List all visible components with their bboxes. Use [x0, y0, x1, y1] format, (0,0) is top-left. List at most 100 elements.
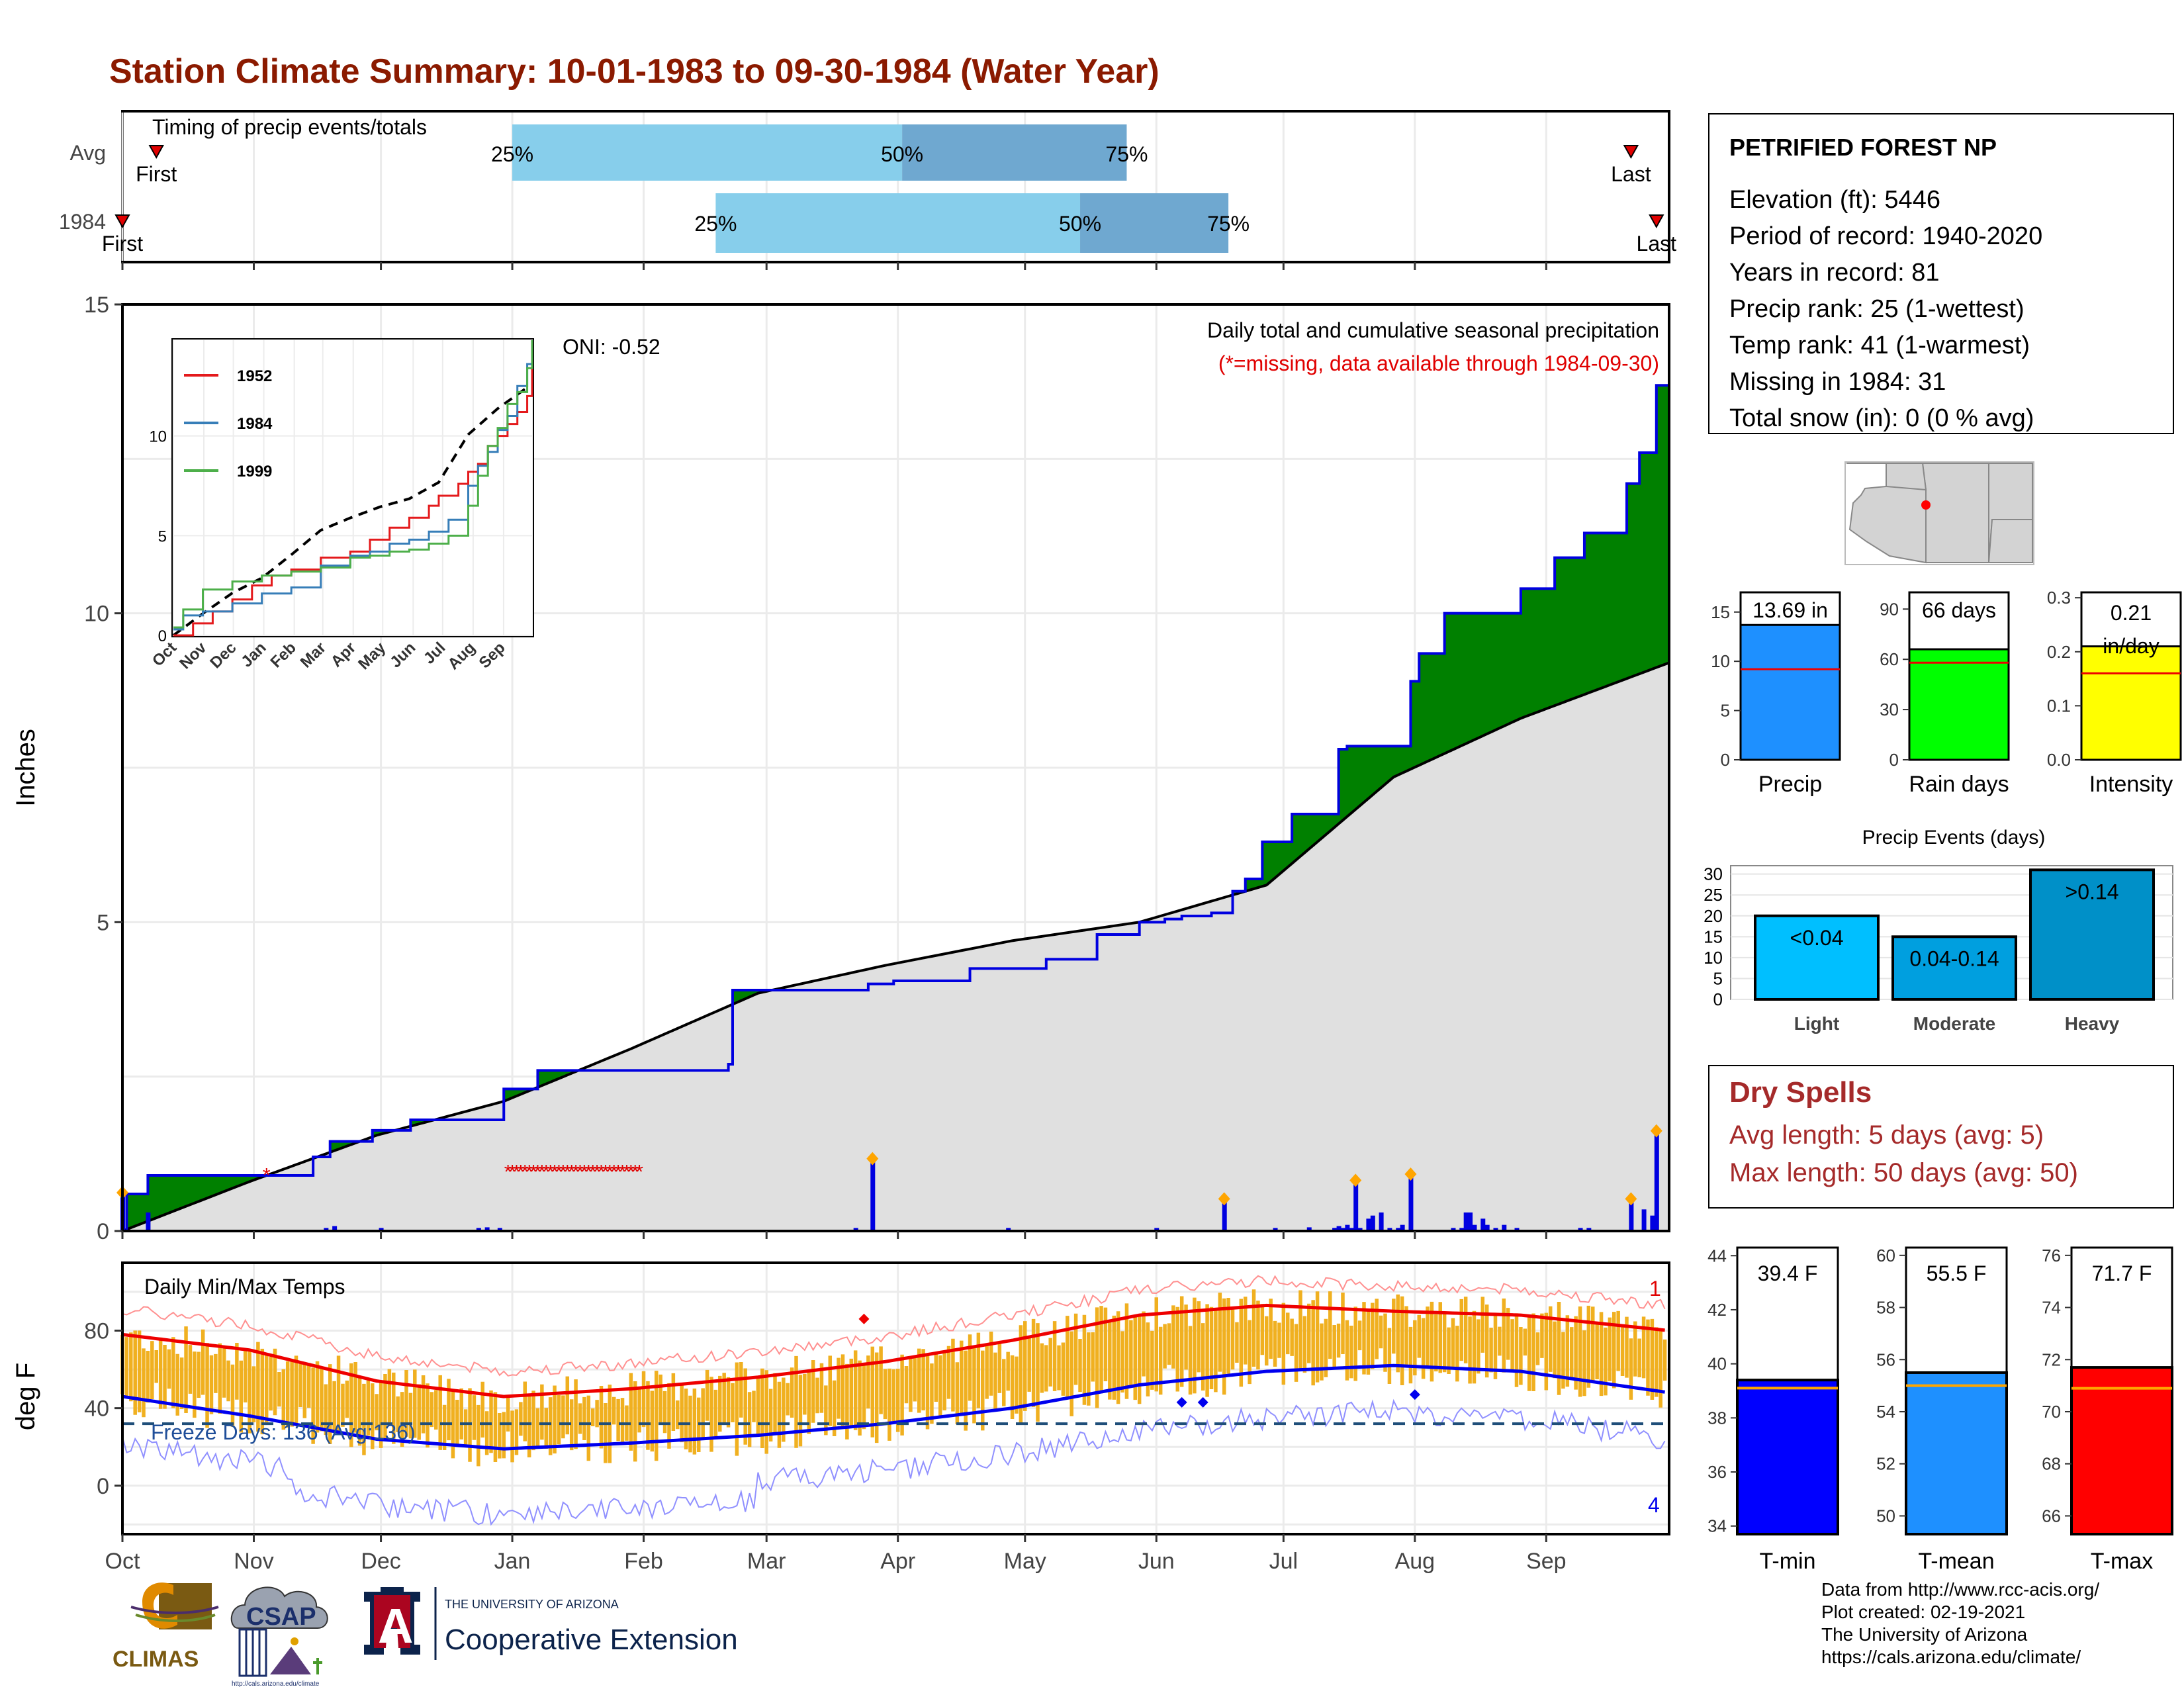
month-label: Aug — [1395, 1549, 1435, 1574]
precip-title: Daily total and cumulative seasonal prec… — [1207, 318, 1659, 342]
inset-year-line — [173, 340, 533, 629]
daily-precip-bar — [1502, 1224, 1507, 1231]
daily-precip-bar — [1396, 1228, 1401, 1231]
temp-bar-ytick-label: 74 — [2042, 1298, 2061, 1318]
missing-day-marker: * — [627, 1162, 635, 1183]
mini-bar-name: Intensity — [2089, 772, 2173, 797]
daily-precip-bar — [1629, 1200, 1634, 1231]
daily-precip-bar — [1349, 1228, 1354, 1231]
missing-day-marker: * — [602, 1162, 610, 1183]
temp-bar-value — [2070, 1366, 2173, 1536]
temp-ylabel: deg F — [11, 1363, 40, 1430]
daily-precip-bar — [1306, 1227, 1312, 1231]
station-location-marker — [1921, 500, 1931, 510]
mini-bar-chart-intensity: 0.21 in/day 0.0 0.1 0.2 0.3 Intensity — [2047, 588, 2182, 797]
events-bar-label: >0.14 — [2066, 880, 2119, 903]
missing-day-marker: * — [534, 1162, 542, 1183]
dry-spells-title: Dry Spells — [1729, 1076, 1872, 1109]
mini-bar-label: 66 days — [1922, 598, 1996, 622]
temp-bar-value — [1905, 1371, 2008, 1536]
precip-ytick-label: 5 — [97, 910, 109, 935]
station-line-missing: Missing in 1984: 31 — [1729, 368, 1946, 396]
daily-precip-bar — [1514, 1228, 1520, 1231]
timing-row-label-year: 1984 — [59, 210, 106, 234]
timing-panel: 25% 50% 75% First Last 25% 50% 75% First Last Tim… — [59, 110, 1676, 270]
timing-heading: Timing of precip events/totals — [152, 115, 427, 139]
daily-precip-bar — [1451, 1228, 1456, 1231]
missing-day-marker: * — [619, 1162, 627, 1183]
month-label: Mar — [747, 1549, 786, 1574]
average-max-line — [122, 1303, 1665, 1398]
temp-bar-ytick-label: 58 — [1876, 1298, 1895, 1318]
timing-pct-label: 75% — [1207, 212, 1250, 236]
missing-day-marker: * — [559, 1162, 567, 1183]
daily-precip-bar — [1408, 1175, 1414, 1231]
daily-precip-bar — [1654, 1132, 1659, 1231]
mini-bar-ytick-label: 0 — [1889, 750, 1899, 770]
missing-day-marker: * — [508, 1162, 516, 1183]
temp-panel: deg F Daily Min/Max Temps Freeze Days: 1… — [11, 1261, 1670, 1574]
temp-summary-t-max: 71.7 F 66 68 70 72 74 76 T-max — [2042, 1246, 2173, 1574]
mini-bar-label: 0.21 — [2111, 601, 2152, 625]
missing-day-marker: * — [635, 1162, 643, 1183]
missing-day-marker: * — [504, 1162, 512, 1183]
mini-bar-name: Rain days — [1909, 772, 2009, 797]
missing-day-marker: * — [513, 1162, 521, 1183]
daily-precip-bar — [484, 1227, 490, 1231]
temp-bar-ytick-label: 76 — [2042, 1246, 2061, 1265]
first-event-label: First — [102, 232, 143, 255]
events-ytick-label: 25 — [1704, 885, 1723, 905]
temp-ytick-label: 80 — [84, 1319, 109, 1344]
temp-bar-label: 71.7 F — [2092, 1261, 2152, 1285]
missing-day-marker: * — [606, 1162, 614, 1183]
daily-precip-bar — [1353, 1181, 1359, 1231]
big-event-marker — [1349, 1173, 1362, 1187]
daily-precip-bar — [1468, 1212, 1473, 1231]
footer-line-plot-created: Plot created: 02-19-2021 — [1821, 1602, 2026, 1622]
timing-pct-label: 25% — [491, 142, 533, 166]
first-event-marker — [148, 145, 164, 160]
temp-bar-ytick-label: 56 — [1876, 1349, 1895, 1369]
timing-pct-label: 25% — [694, 212, 737, 236]
timing-pct-label: 50% — [881, 142, 923, 166]
daily-precip-bar — [1370, 1215, 1375, 1231]
events-bar — [2029, 868, 2155, 1001]
inset-ytick-label: 10 — [149, 428, 167, 446]
first-event-label: First — [136, 162, 177, 186]
daily-precip-bar — [1006, 1228, 1011, 1231]
missing-day-marker: * — [525, 1162, 533, 1183]
month-label: May — [1004, 1549, 1046, 1574]
missing-day-marker: * — [589, 1162, 597, 1183]
precip-events-title: Precip Events (days) — [1862, 827, 2046, 848]
month-label: Jun — [1138, 1549, 1175, 1574]
month-label: Oct — [105, 1549, 140, 1574]
last-event-marker — [1649, 214, 1664, 229]
daily-precip-bar — [1472, 1224, 1477, 1231]
precip-ylabel: Inches — [11, 729, 40, 807]
footer-line-data-source: Data from http://www.rcc-acis.org/ — [1821, 1579, 2100, 1600]
daily-precip-bar — [476, 1228, 481, 1231]
precip-ytick-label: 10 — [84, 602, 109, 627]
missing-day-marker: * — [529, 1162, 537, 1183]
daily-precip-bar — [1366, 1218, 1371, 1231]
daily-precip-bar — [1332, 1228, 1338, 1231]
dry-spells-max: Max length: 50 days (avg: 50) — [1729, 1158, 2078, 1187]
last-event-marker — [1623, 145, 1639, 160]
average-cumulative-line — [122, 661, 1670, 1232]
daily-precip-bar — [853, 1228, 858, 1231]
missing-day-marker: * — [593, 1162, 601, 1183]
missing-day-marker: * — [547, 1162, 555, 1183]
daily-precip-bar — [1480, 1218, 1486, 1231]
month-label: Sep — [1526, 1549, 1567, 1574]
temp-bar-ytick-label: 52 — [1876, 1454, 1895, 1474]
missing-day-marker: * — [555, 1162, 563, 1183]
mini-bar-ytick-label: 0.2 — [2047, 642, 2071, 662]
station-line-years: Years in record: 81 — [1729, 259, 1940, 287]
month-label: Nov — [234, 1549, 273, 1574]
daily-precip-bar — [1340, 1228, 1345, 1231]
temp-summary-t-min: 39.4 F 34 36 38 40 42 44 T-min — [1707, 1246, 1839, 1574]
locator-map — [1844, 461, 2034, 565]
temp-ytick-label: 40 — [84, 1396, 109, 1422]
